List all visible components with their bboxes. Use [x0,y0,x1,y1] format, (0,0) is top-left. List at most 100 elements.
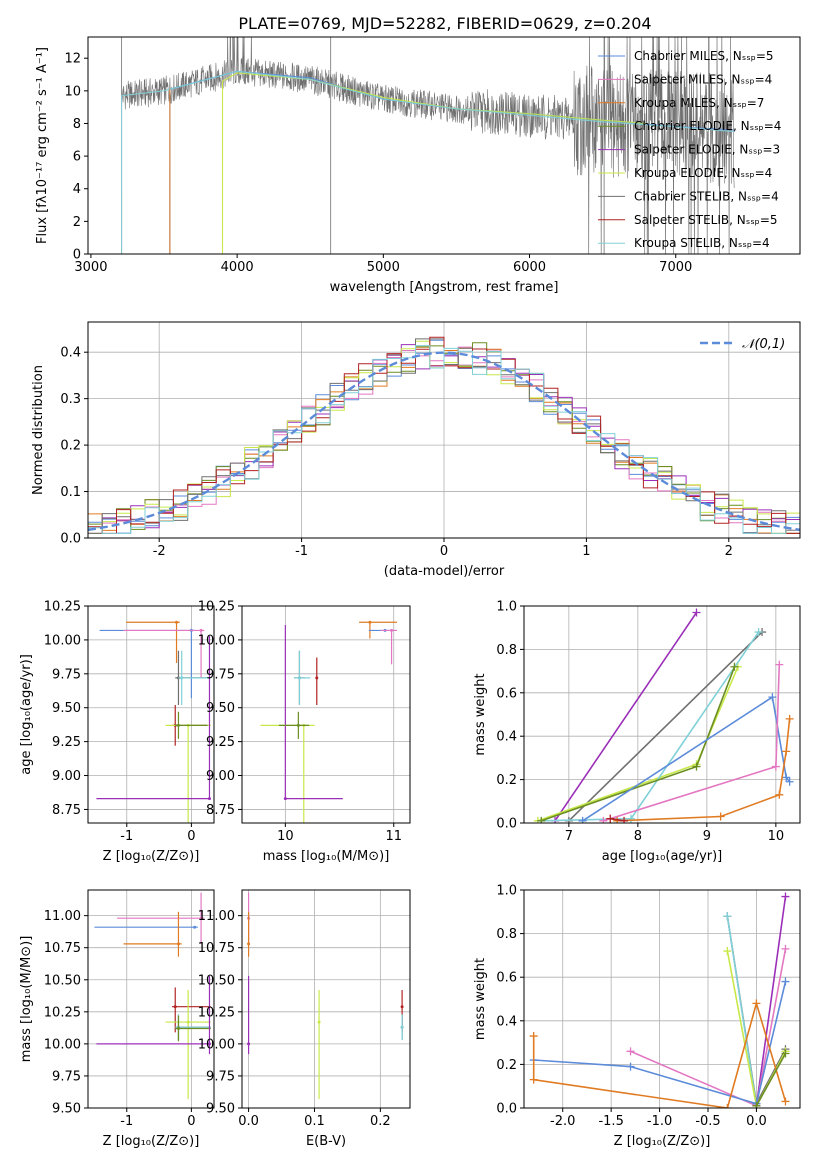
weight-series-salpeter-stelib [606,814,629,823]
errorbar-kroupa-elodie [165,990,211,1100]
axes-frame [87,605,215,824]
y-tick-label: 10.00 [44,1037,81,1052]
y-tick-label: 9.50 [206,701,235,716]
series-line [554,612,698,822]
legend: Chabrier MILES, Nₛₛₚ=5 Salpeter MILES, Nₛ… [598,49,781,250]
axes: -2.0 -1.5 -1.0 -0.5 0.0 0.0 0.2 0.4 0.6 0.8 1.0 Z [… [473,884,801,1149]
errorbar-salpeter-miles [380,628,397,665]
x-tick-label: 0.2 [370,1114,391,1129]
axes: -1 0 9.50 9.75 10.00 10.25 10.50 10.75 11.00 Z [l… [19,889,215,1149]
errorbar-chabrier-elodie [278,711,310,739]
plus-marker [775,790,784,799]
y-tick-label: 4 [73,182,81,197]
x-tick-label: 4000 [221,260,254,275]
plus-marker [723,912,732,921]
x-axis-label: Z [log₁₀(Z/Z⊙)] [103,1134,200,1149]
panel-spectrum: 3000 4000 5000 6000 7000 0 2 4 6 8 10 12 wavelength … [35,36,801,295]
plus-marker [771,762,780,771]
axes-frame [523,605,801,824]
panel-age_vs_mass: 10 11 8.75 9.00 9.25 9.50 9.75 10.00 10.25 mass [… [198,600,411,864]
x-tick-label: -1.0 [647,1114,672,1129]
x-tick-label: 0.0 [238,1114,259,1129]
x-tick-label: 5000 [367,260,400,275]
errorbar-kroupa-stelib [178,650,211,706]
normal-distribution-curve [88,351,800,532]
y-tick-label: 9.50 [52,701,81,716]
y-tick-label: 9.75 [206,1069,235,1084]
plus-marker [785,777,794,786]
spectrum-data-line [121,37,735,254]
x-tick-label: 0.1 [304,1114,325,1129]
y-tick-label: 8.75 [52,803,81,818]
y-tick-label: 10.75 [44,941,81,956]
axes-frame [523,889,801,1109]
y-tick-label: 0.4 [60,346,81,361]
plus-marker [692,762,701,771]
grid [88,890,214,1109]
y-tick-label: 1.0 [496,884,517,899]
data-point [400,1025,404,1029]
legend-entry: Chabrier ELODIE, Nₛₛₚ=4 [634,119,781,133]
data-point [193,925,197,929]
series-line [755,896,787,1106]
series-line [755,1053,787,1107]
errorbar-salpeter-elodie [96,635,211,801]
plus-marker [626,1062,635,1071]
data-point [297,676,301,680]
legend-entry: Kroupa MILES, Nₛₛₚ=7 [634,96,764,110]
y-tick-label: 0.0 [496,1102,517,1117]
plus-marker [716,812,725,821]
y-tick-label: 9.75 [206,667,235,682]
x-tick-label: 1 [582,544,590,559]
plus-marker [606,814,615,823]
axes: 7 8 9 10 0.0 0.2 0.4 0.6 0.8 1.0 age [log₁₀(age/yr… [473,600,801,864]
legend-entry: 𝒩(0,1) [742,337,785,352]
y-axis-label: Flux [fλ10⁻¹⁷ erg cm⁻² s⁻¹ A⁻¹] [35,47,50,244]
x-tick-label: -0.5 [695,1114,720,1129]
data-point [176,942,180,946]
errorbar-kroupa-miles [126,620,180,663]
y-axis-label: mass weight [473,673,488,755]
errorbar-salpeter-elodie [247,975,251,1055]
y-tick-label: 10.25 [198,600,235,615]
data-point [400,1005,404,1009]
errorbar-chabrier-miles [94,925,198,929]
x-tick-label: 0 [440,544,448,559]
plus-marker [768,693,777,702]
x-tick-label: 9 [703,829,711,844]
x-tick-label: -1 [120,1114,133,1129]
plus-marker [730,662,739,671]
y-tick-label: 10.25 [44,1005,81,1020]
errorbar-kroupa-miles [123,911,182,957]
x-tick-label: -1.5 [598,1114,623,1129]
data-point [317,1020,321,1024]
y-tick-label: 0.2 [496,1058,517,1073]
data-point [247,1042,251,1046]
legend-entry: Kroupa STELIB, Nₛₛₚ=4 [634,236,770,250]
plus-marker [723,947,732,956]
data-point [296,723,300,727]
plus-marker [782,773,791,782]
y-tick-label: 0.0 [496,817,517,832]
y-tick-label: 9.25 [206,735,235,750]
plot-area [94,892,211,1100]
errorbar-chabrier-elodie [175,1015,211,1042]
weight-series-salpeter-miles [599,660,784,823]
data-point [176,1026,180,1030]
plus-marker [785,714,794,723]
x-tick-label: 0 [187,829,195,844]
errorbar-kroupa-stelib [294,650,311,706]
y-tick-label: 0.1 [60,485,81,500]
y-tick-label: 10.00 [44,633,81,648]
weight-series-chabrier-miles [578,693,794,823]
plus-marker [781,977,790,986]
y-tick-label: 0 [73,248,81,263]
data-point [368,620,372,624]
grid [88,605,214,823]
data-point [180,676,184,680]
y-tick-label: 10.25 [44,600,81,615]
x-tick-label: 6000 [513,260,546,275]
x-axis-label: Z [log₁₀(Z/Z⊙)] [103,849,200,864]
errorbar-kroupa-elodie [317,990,321,1100]
y-tick-label: 10 [64,84,81,99]
